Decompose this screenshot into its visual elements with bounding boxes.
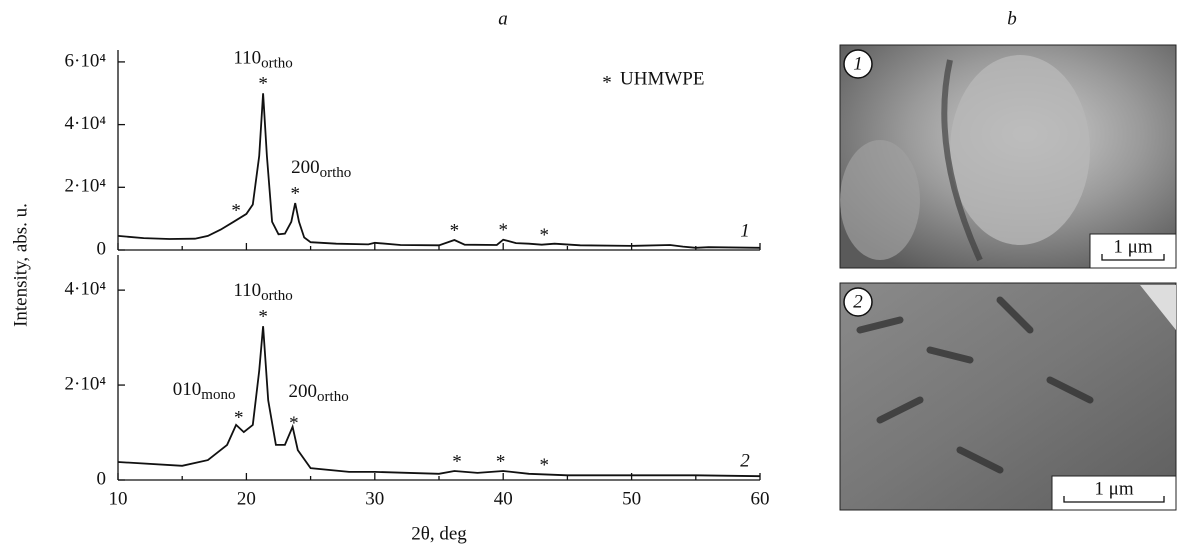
- peak-marker: *: [540, 225, 550, 246]
- scale-bar: [1101, 254, 1165, 261]
- micrograph-label: 2: [853, 291, 863, 312]
- curve-label: 1: [740, 220, 750, 241]
- peak-marker: *: [450, 220, 460, 241]
- legend-marker: *: [602, 72, 612, 93]
- label-badge: [843, 49, 873, 79]
- micrograph: [839, 44, 1177, 269]
- annotation-subscript: mono: [201, 387, 235, 403]
- peak-annotation: 200ortho: [289, 381, 349, 405]
- peak-marker: *: [498, 220, 508, 241]
- peak-annotation: 010mono: [173, 379, 236, 403]
- x-tick-label: 40: [494, 488, 513, 509]
- label-badge: [843, 287, 873, 317]
- y-tick-label: 4·10⁴: [65, 113, 107, 134]
- data-line: [117, 326, 761, 478]
- peak-marker: *: [540, 455, 550, 476]
- scale-bar-box: [1051, 475, 1177, 511]
- legend-label: UHMWPE: [620, 68, 704, 89]
- annotation-text: 110: [233, 281, 261, 302]
- peak-marker: *: [258, 307, 268, 328]
- micrograph: [839, 282, 1177, 511]
- panel-label: a: [498, 8, 508, 29]
- peak-marker: *: [289, 413, 299, 434]
- y-tick-label: 2·10⁴: [65, 373, 107, 394]
- curve-label: 2: [740, 450, 750, 471]
- y-tick-label: 6·10⁴: [65, 50, 107, 71]
- annotation-subscript: ortho: [261, 289, 293, 305]
- scale-bar-box: [1089, 233, 1177, 269]
- y-tick-label: 4·10⁴: [65, 278, 107, 299]
- peak-marker: *: [258, 74, 268, 95]
- peak-annotation: 110ortho: [233, 281, 292, 305]
- peak-annotation: 200ortho: [291, 157, 351, 181]
- annotation-text: 110: [233, 48, 261, 69]
- x-tick-label: 50: [622, 488, 641, 509]
- y-tick-label: 0: [97, 468, 107, 489]
- annotation-subscript: ortho: [317, 389, 349, 405]
- annotation-subscript: ortho: [261, 56, 293, 72]
- scale-bar: [1063, 496, 1165, 503]
- peak-marker: *: [290, 183, 300, 204]
- annotation-text: 200: [291, 157, 320, 178]
- peak-marker: *: [234, 408, 244, 429]
- annotation-subscript: ortho: [320, 165, 352, 181]
- x-axis-label: 2θ, deg: [411, 523, 467, 544]
- peak-marker: *: [496, 452, 506, 473]
- scale-bar-label: 1 μm: [1113, 236, 1152, 257]
- y-axis-label: Intensity, abs. u.: [10, 203, 31, 327]
- y-tick-label: 0: [97, 238, 107, 259]
- panel-label: b: [1007, 8, 1017, 29]
- x-tick-label: 20: [237, 488, 256, 509]
- data-line: [117, 93, 761, 249]
- x-tick-label: 10: [109, 488, 128, 509]
- annotation-text: 010: [173, 379, 202, 400]
- scale-bar-label: 1 μm: [1094, 478, 1133, 499]
- y-tick-label: 2·10⁴: [65, 176, 107, 197]
- peak-annotation: 110ortho: [233, 48, 292, 72]
- micrograph-label: 1: [853, 53, 863, 74]
- x-tick-label: 30: [365, 488, 384, 509]
- peak-marker: *: [452, 452, 462, 473]
- x-tick-label: 60: [751, 488, 770, 509]
- peak-marker: *: [231, 201, 241, 222]
- annotation-text: 200: [289, 381, 318, 402]
